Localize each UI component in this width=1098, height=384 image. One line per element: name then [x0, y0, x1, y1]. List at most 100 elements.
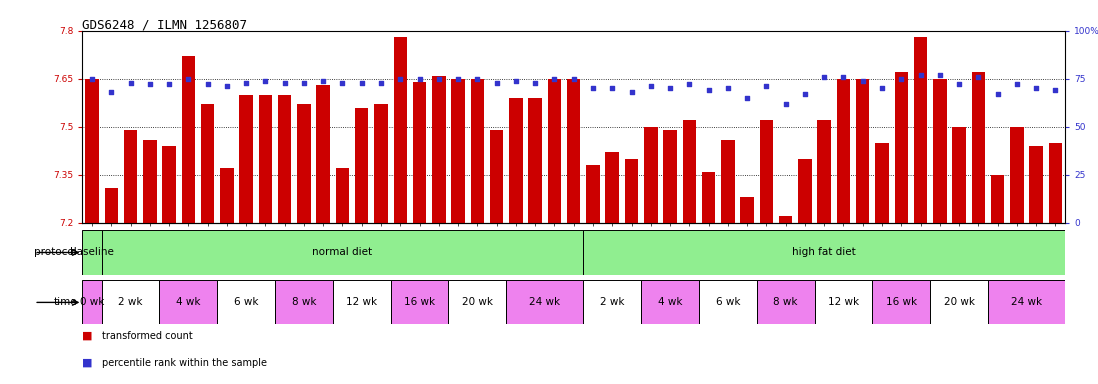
Bar	[471, 79, 484, 223]
Bar	[583, 280, 641, 324]
Text: time: time	[53, 297, 77, 308]
Point	[564, 76, 582, 82]
Text: 20 wk: 20 wk	[462, 297, 493, 308]
Bar	[817, 120, 831, 223]
Bar	[605, 152, 619, 223]
Point	[219, 83, 236, 89]
Point	[257, 78, 274, 84]
Point	[526, 79, 544, 86]
Bar	[837, 79, 850, 223]
Point	[623, 89, 640, 95]
Point	[834, 74, 852, 80]
Bar	[895, 72, 908, 223]
Point	[199, 81, 216, 88]
Point	[931, 72, 949, 78]
Bar	[933, 79, 946, 223]
Point	[661, 85, 679, 91]
Point	[372, 79, 390, 86]
Text: transformed count: transformed count	[102, 331, 193, 341]
Text: 16 wk: 16 wk	[886, 297, 917, 308]
Bar	[548, 79, 561, 223]
Point	[893, 76, 910, 82]
Text: GDS6248 / ILMN_1256807: GDS6248 / ILMN_1256807	[82, 18, 247, 31]
Bar	[798, 159, 811, 223]
Text: percentile rank within the sample: percentile rank within the sample	[102, 358, 267, 368]
Point	[83, 76, 101, 82]
Bar	[239, 95, 253, 223]
Bar	[298, 104, 311, 223]
Point	[237, 79, 255, 86]
Text: high fat diet: high fat diet	[793, 247, 856, 258]
Bar	[645, 127, 658, 223]
Bar	[316, 85, 330, 223]
Text: 16 wk: 16 wk	[404, 297, 435, 308]
Bar	[509, 98, 523, 223]
Point	[758, 83, 775, 89]
Text: 20 wk: 20 wk	[943, 297, 975, 308]
Text: 12 wk: 12 wk	[346, 297, 378, 308]
Bar	[433, 76, 446, 223]
Point	[430, 76, 448, 82]
Bar	[663, 130, 676, 223]
Point	[989, 91, 1007, 97]
Bar	[914, 37, 928, 223]
Bar	[988, 280, 1065, 324]
Text: baseline: baseline	[70, 247, 114, 258]
Point	[950, 81, 967, 88]
Text: 4 wk: 4 wk	[176, 297, 201, 308]
Text: 2 wk: 2 wk	[119, 297, 143, 308]
Text: 2 wk: 2 wk	[600, 297, 625, 308]
Point	[1028, 85, 1045, 91]
Text: 4 wk: 4 wk	[658, 297, 682, 308]
Point	[122, 79, 139, 86]
Text: 24 wk: 24 wk	[1011, 297, 1042, 308]
Point	[873, 85, 890, 91]
Bar	[124, 130, 137, 223]
Bar	[451, 79, 464, 223]
Bar	[201, 104, 214, 223]
Bar	[952, 127, 966, 223]
Bar	[972, 72, 985, 223]
Text: 0 wk: 0 wk	[80, 297, 104, 308]
Text: 8 wk: 8 wk	[292, 297, 316, 308]
Point	[314, 78, 332, 84]
Bar	[374, 104, 388, 223]
Point	[392, 76, 410, 82]
Bar	[278, 95, 291, 223]
Text: ■: ■	[82, 358, 97, 368]
Bar	[990, 175, 1005, 223]
Point	[469, 76, 486, 82]
Bar	[856, 79, 870, 223]
Bar	[143, 139, 157, 223]
Bar	[1030, 146, 1043, 223]
Point	[507, 78, 525, 84]
Point	[352, 79, 370, 86]
Text: 24 wk: 24 wk	[529, 297, 560, 308]
Bar	[641, 280, 699, 324]
Point	[295, 79, 313, 86]
Bar	[82, 280, 102, 324]
Bar	[586, 165, 600, 223]
Bar	[873, 280, 930, 324]
Point	[488, 79, 505, 86]
Text: 8 wk: 8 wk	[773, 297, 798, 308]
Bar	[583, 230, 1065, 275]
Bar	[102, 280, 159, 324]
Point	[604, 85, 621, 91]
Point	[276, 79, 293, 86]
Point	[160, 81, 178, 88]
Bar	[930, 280, 988, 324]
Bar	[159, 280, 217, 324]
Bar	[815, 280, 873, 324]
Point	[141, 81, 158, 88]
Bar	[391, 280, 448, 324]
Point	[334, 79, 351, 86]
Point	[911, 72, 929, 78]
Bar	[625, 159, 638, 223]
Point	[796, 91, 814, 97]
Point	[1008, 81, 1026, 88]
Bar	[506, 280, 583, 324]
Text: protocol: protocol	[34, 247, 77, 258]
Point	[699, 87, 717, 93]
Point	[584, 85, 602, 91]
